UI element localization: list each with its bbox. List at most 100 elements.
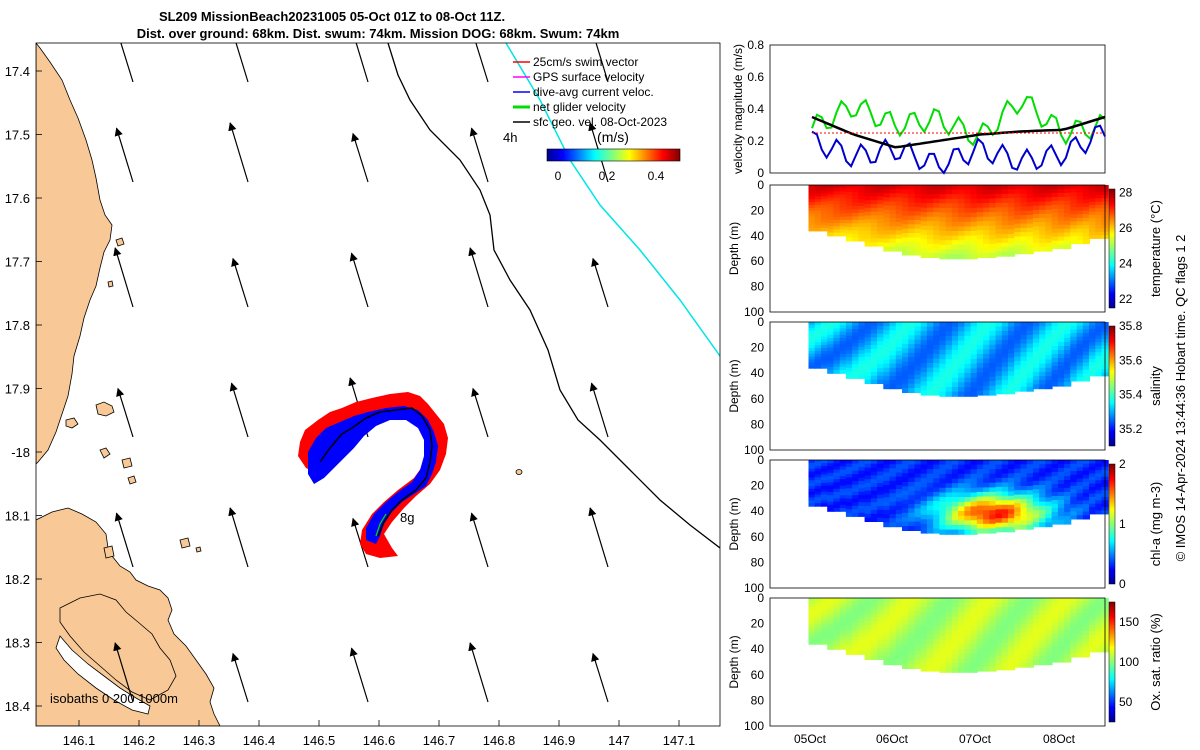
heatmap-cell (877, 486, 885, 492)
heatmap-cell (933, 372, 941, 378)
heatmap-cell (1045, 359, 1053, 365)
heatmap-cell (827, 219, 835, 224)
heatmap-cell (1014, 245, 1022, 250)
heatmap-cell (1001, 251, 1009, 257)
heatmap-cell (839, 325, 847, 329)
heatmap-cell (1026, 382, 1034, 388)
heatmap-cell (1045, 485, 1053, 490)
heatmap-cell (1045, 623, 1053, 628)
heatmap-cell (858, 488, 866, 493)
heatmap-cell (1008, 624, 1016, 630)
heatmap-cell (1089, 503, 1097, 508)
heatmap-cell (976, 221, 984, 227)
heatmap-cell (821, 626, 829, 631)
heatmap-cell (1057, 460, 1066, 465)
heatmap-cell (1064, 212, 1072, 218)
heatmap-cell (1057, 606, 1066, 611)
heatmap-cell (1032, 326, 1041, 331)
lon-tick-label: 147.1 (663, 733, 696, 748)
heatmap-cell (902, 659, 910, 665)
heatmap-cell (839, 466, 847, 471)
heatmap-cell (1070, 239, 1078, 245)
heatmap-cell (989, 648, 997, 654)
heatmap-cell (870, 471, 878, 476)
heatmap-cell (914, 348, 922, 354)
heatmap-cell (883, 238, 891, 244)
heatmap-cell (1026, 602, 1034, 608)
heatmap-cell (1089, 335, 1097, 340)
heatmap-cell (821, 474, 829, 478)
heatmap-cell (920, 501, 928, 507)
current-vector-arrow (235, 43, 249, 83)
heatmap-cell (926, 496, 935, 502)
heatmap-cell (839, 188, 847, 192)
heatmap-cell (870, 379, 878, 384)
heatmap-cell (833, 501, 841, 506)
heatmap-cell (926, 514, 935, 520)
heatmap-cell (1082, 217, 1090, 223)
heatmap-cell (995, 464, 1003, 470)
heatmap-cell (895, 209, 903, 215)
heatmap-cell (945, 373, 953, 379)
heatmap-cell (877, 624, 885, 630)
heatmap-cell (814, 202, 822, 206)
heatmap-cell (852, 470, 860, 475)
heatmap-cell (864, 621, 872, 626)
heatmap-cell (920, 216, 928, 222)
heatmap-cell (970, 515, 978, 521)
heatmap-cell (933, 616, 941, 622)
heatmap-cell (914, 330, 922, 336)
heatmap-cell (895, 185, 903, 190)
heatmap-cell (976, 185, 984, 191)
heatmap-cell (976, 344, 984, 350)
heatmap-cell (845, 219, 854, 224)
heatmap-cell (902, 624, 910, 630)
heatmap-cell (989, 331, 997, 337)
heatmap-cell (852, 647, 860, 652)
heatmap-cell (1082, 358, 1090, 364)
heatmap-cell (939, 667, 947, 673)
heatmap-cell (945, 621, 953, 627)
current-vector-arrow (113, 247, 134, 308)
heatmap-cell (958, 644, 966, 650)
heatmap-cell (945, 368, 953, 374)
heatmap-cell (870, 498, 878, 503)
heatmap-cell (951, 244, 960, 250)
heatmap-cell (1045, 342, 1053, 348)
heatmap-cell (970, 203, 978, 209)
heatmap-cell (902, 664, 910, 669)
heatmap-cell (933, 491, 941, 498)
heatmap-cell (864, 364, 872, 369)
colorbar-tick-label: 100 (1119, 655, 1139, 669)
heatmap-cell (808, 483, 816, 487)
heatmap-cell (858, 601, 866, 606)
heatmap-cell (989, 390, 997, 396)
heatmap-cell (814, 362, 822, 366)
heatmap-cell (970, 635, 978, 641)
heatmap-cell (1008, 500, 1016, 506)
heatmap-cell (1089, 507, 1097, 511)
heatmap-cell (989, 616, 997, 622)
heatmap-cell (1089, 322, 1097, 326)
heatmap-cell (983, 225, 991, 231)
heatmap-cell (870, 223, 878, 228)
heatmap-cell (951, 198, 960, 204)
heatmap-cell (1039, 209, 1047, 215)
y-tick-label: 0 (757, 315, 764, 329)
heatmap-cell (883, 322, 891, 327)
colorbar-tick-label: 24 (1119, 257, 1133, 271)
heatmap-cell (1001, 527, 1009, 533)
heatmap-cell (808, 480, 816, 484)
heatmap-cell (883, 518, 891, 523)
heatmap-cell (1001, 607, 1009, 613)
lon-tick-label: 146.3 (183, 733, 216, 748)
heatmap-cell (839, 216, 847, 221)
heatmap-cell (1070, 206, 1078, 212)
heatmap-cell (864, 371, 872, 377)
heatmap-cell (839, 479, 847, 483)
heatmap-cell (870, 192, 878, 197)
heatmap-cell (1008, 344, 1016, 350)
heatmap-cell (1026, 481, 1034, 487)
heatmap-cell (958, 368, 966, 374)
heatmap-cell (1032, 205, 1041, 211)
